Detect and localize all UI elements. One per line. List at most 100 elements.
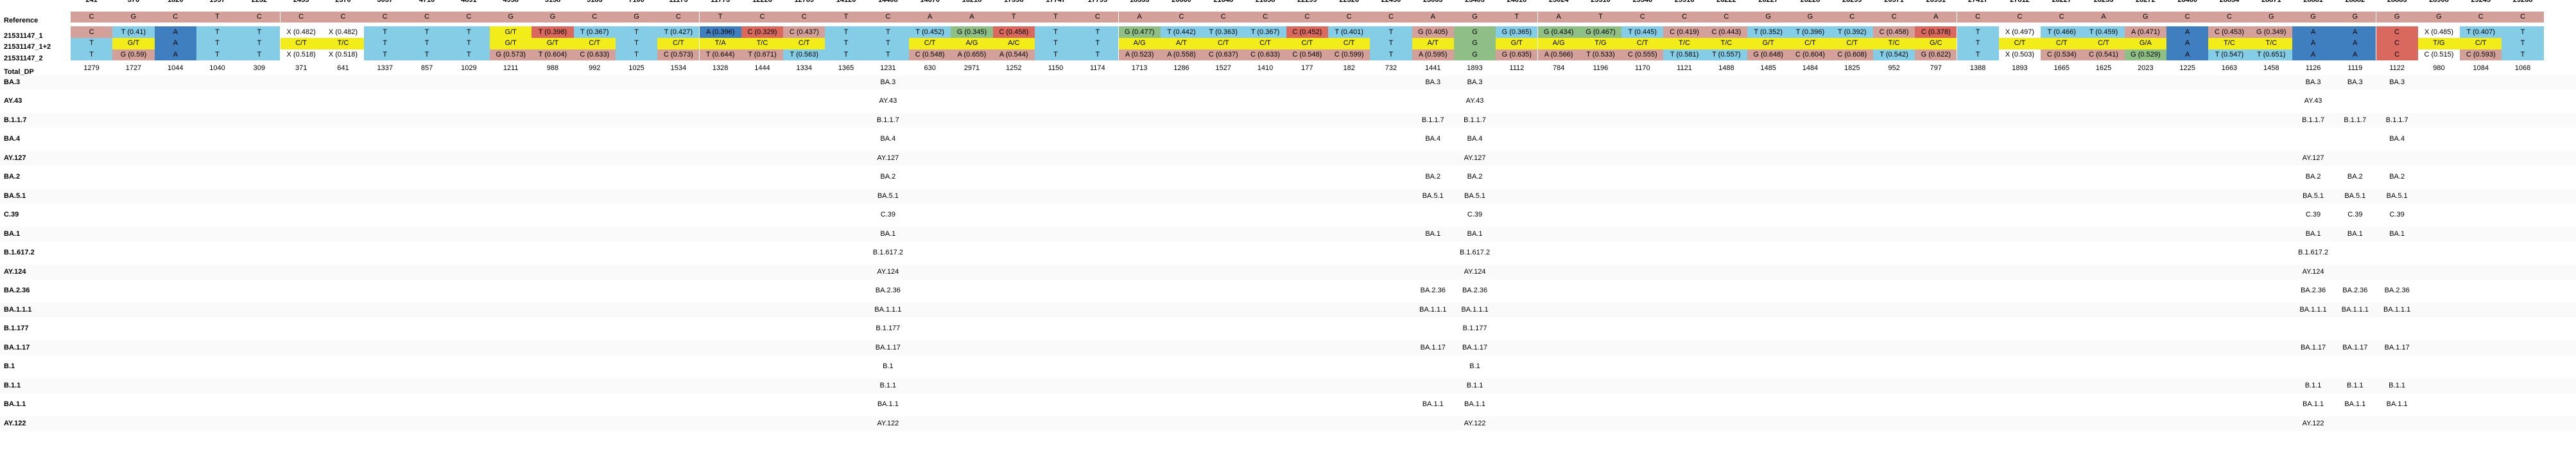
- sample1-call-cell: T (0.396): [1789, 26, 1831, 38]
- reference-cell: T: [1579, 11, 1622, 23]
- position-header: 28882: [2334, 0, 2376, 6]
- lineage-match-cell: BA.5.1: [1422, 191, 1444, 200]
- reference-cell: C: [2502, 11, 2544, 23]
- lineage-match-cell: BA.4: [880, 135, 896, 143]
- sample3-call-cell: G (0.59): [112, 49, 155, 61]
- lineage-match-cell: B.1.617.2: [872, 249, 903, 257]
- total-dp-cell: 1825: [1844, 64, 1860, 72]
- sample3-call-cell: G (0.573): [490, 49, 532, 61]
- sample2-call-cell: T/C: [2208, 38, 2251, 49]
- position-header: 28908: [2418, 0, 2460, 6]
- lineage-match-cell: BA.1.1.1: [2299, 305, 2327, 314]
- sample3-call-cell: T: [1370, 49, 1412, 61]
- lineage-row-background: [0, 226, 2576, 242]
- total-dp-cell: 1328: [712, 64, 729, 72]
- sample1-call-cell: C (0.458): [992, 26, 1035, 38]
- lineage-match-cell: BA.1.17: [2300, 343, 2326, 351]
- reference-cell: C: [1872, 11, 1915, 23]
- lineage-match-cell: BA.1.1.1: [1419, 305, 1447, 314]
- sample2-call-cell: C/T: [2041, 38, 2083, 49]
- lineage-match-cell: BA.1: [2305, 229, 2321, 238]
- sample3-call-cell: C: [2376, 49, 2418, 61]
- sample3-call-cell: T (0.644): [699, 49, 741, 61]
- total-dp-cell: 1170: [1634, 64, 1650, 72]
- reference-cell: G: [2124, 11, 2166, 23]
- lineage-match-cell: BA.1: [880, 229, 896, 238]
- lineage-match-cell: AY.127: [2302, 154, 2324, 162]
- position-header: 28227: [2041, 0, 2082, 6]
- sample1-call-cell: G (0.434): [1537, 26, 1580, 38]
- lineage-match-cell: AY.124: [2302, 267, 2324, 276]
- lineage-match-cell: C.39: [2347, 211, 2363, 219]
- sample1-call-cell: A: [2334, 26, 2376, 38]
- sample1-call-cell: C (0.443): [1705, 26, 1747, 38]
- sample2-call-cell: T: [406, 38, 448, 49]
- sample2-call-cell: A: [2334, 38, 2376, 49]
- reference-cell: G: [2417, 11, 2460, 23]
- lineage-match-cell: BA.2: [1425, 173, 1441, 181]
- total-dp-cell: 2023: [2138, 64, 2154, 72]
- sample3-call-cell: T: [867, 49, 909, 61]
- sample2-call-cell: T: [1034, 38, 1077, 49]
- sample3-call-cell: C (0.555): [1621, 49, 1664, 61]
- reference-cell: C: [322, 11, 365, 23]
- sample1-row-label: 21531147_1: [4, 31, 43, 40]
- sample1-call-cell: C (0.378): [1915, 26, 1957, 38]
- position-header: 28253: [2082, 0, 2124, 6]
- position-header: 25546: [1621, 0, 1663, 6]
- sample1-call-cell: T (0.452): [909, 26, 951, 38]
- sample1-call-cell: C (0.437): [783, 26, 826, 38]
- sample2-call-cell: C/T: [657, 38, 700, 49]
- sample1-call-cell: C: [2376, 26, 2418, 38]
- sample2-call-cell: C/T: [783, 38, 826, 49]
- position-header: 26951: [1915, 0, 1957, 6]
- lineage-row-label: BA.1.1.1: [4, 305, 32, 314]
- reference-cell: C: [1328, 11, 1370, 23]
- position-header: 5158: [532, 0, 573, 6]
- sample3-call-cell: C (0.608): [1831, 49, 1873, 61]
- position-header: 25510: [1580, 0, 1621, 6]
- total-dp-cell: 1121: [1677, 64, 1692, 72]
- sample2-call-cell: T: [1370, 38, 1412, 49]
- lineage-row-background: [0, 359, 2576, 375]
- sample3-call-cell: T: [825, 49, 867, 61]
- sample1-call-cell: T (0.398): [532, 26, 574, 38]
- reference-cell: C: [1957, 11, 1999, 23]
- reference-cell: G: [1789, 11, 1831, 23]
- sample1-call-cell: A (0.396): [699, 26, 741, 38]
- lineage-match-cell: B.1.1.7: [1421, 116, 1444, 124]
- position-header: 28460: [2166, 0, 2208, 6]
- lineage-row-background: [0, 208, 2576, 223]
- sample2-call-cell: T: [825, 38, 867, 49]
- lineage-row-background: [0, 150, 2576, 166]
- lineage-row-background: [0, 264, 2576, 280]
- sample3-call-cell: A (0.544): [992, 49, 1035, 61]
- lineage-row-background: [0, 340, 2576, 355]
- position-header: 4891: [448, 0, 490, 6]
- total-dp-cell: 1527: [1215, 64, 1231, 72]
- position-header: 28871: [2251, 0, 2292, 6]
- position-header: 22450: [1370, 0, 1412, 6]
- lineage-row-label: BA.4: [4, 135, 21, 143]
- position-header: 28881: [2292, 0, 2334, 6]
- sample3-call-cell: T: [71, 49, 113, 61]
- lineage-match-cell: C.39: [2389, 211, 2405, 219]
- lineage-match-cell: B.1.1: [2346, 381, 2364, 389]
- sample3-call-cell: C (0.541): [2082, 49, 2125, 61]
- sample1-call-cell: A: [154, 26, 196, 38]
- sample1-call-cell: T: [196, 26, 239, 38]
- lineage-match-cell: BA.1: [2389, 229, 2405, 238]
- sample1-call-cell: T: [1034, 26, 1077, 38]
- lineage-row-label: B.1.1: [4, 381, 21, 389]
- lineage-row-background: [0, 321, 2576, 337]
- sample3-call-cell: A: [154, 49, 196, 61]
- sample1-call-cell: G (0.365): [1496, 26, 1538, 38]
- lineage-match-cell: BA.1.17: [875, 343, 901, 351]
- total-dp-cell: 1410: [1257, 64, 1274, 72]
- total-dp-cell: 1484: [1802, 64, 1819, 72]
- total-dp-cell: 1665: [2053, 64, 2070, 72]
- sample2-call-cell: C/T: [2082, 38, 2125, 49]
- sample2-call-cell: C/T: [573, 38, 616, 49]
- reference-cell: A: [2082, 11, 2125, 23]
- position-header: 23403: [1454, 0, 1496, 6]
